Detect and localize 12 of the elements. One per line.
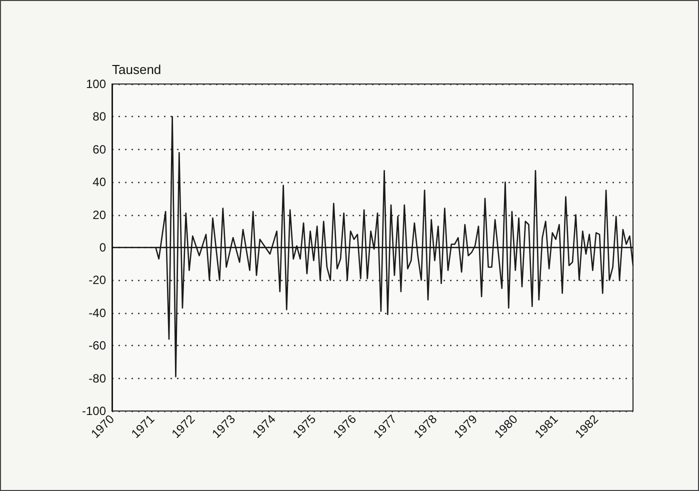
y-tick-label: -80 bbox=[88, 371, 106, 386]
y-tick-label: -40 bbox=[88, 306, 106, 320]
y-tick-label: -100 bbox=[82, 404, 106, 418]
y-tick-label: 40 bbox=[92, 175, 106, 190]
y-tick-label: -20 bbox=[88, 273, 106, 288]
y-tick-label: 20 bbox=[92, 208, 106, 222]
y-tick-label: 60 bbox=[92, 142, 106, 156]
y-tick-label: 80 bbox=[92, 110, 106, 124]
y-tick-label: 100 bbox=[86, 77, 106, 91]
y-tick-label: -60 bbox=[88, 338, 106, 353]
y-tick-label: 0 bbox=[99, 240, 106, 254]
y-axis-title: Tausend bbox=[112, 62, 162, 77]
